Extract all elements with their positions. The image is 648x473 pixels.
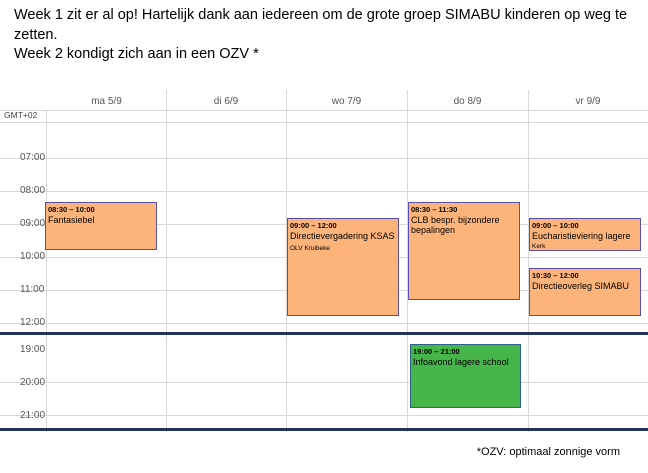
time-label: 08:00 — [20, 185, 46, 196]
header-divider — [0, 110, 648, 111]
grid-line — [0, 382, 648, 383]
time-label: 12:00 — [20, 317, 46, 328]
event-time: 08:30 – 10:00 — [48, 205, 95, 214]
week-calendar: ma 5/9 di 6/9 wo 7/9 do 8/9 vr 9/9 GMT+0… — [0, 90, 648, 432]
day-header-thu[interactable]: do 8/9 — [453, 96, 482, 107]
time-gap-separator — [0, 332, 648, 335]
event-title: Directieoverleg SIMABU — [532, 281, 630, 291]
calendar-bottom-border — [0, 428, 648, 431]
time-label: 10:00 — [20, 251, 46, 262]
allday-divider — [0, 122, 648, 123]
event-title: Infoavond lagere school — [413, 357, 509, 367]
column-divider — [286, 90, 287, 432]
column-divider — [407, 90, 408, 432]
event-time: 09:00 – 10:00 — [532, 221, 579, 230]
event-infoavond[interactable]: 19:00 – 21:00 Infoavond lagere school — [410, 344, 521, 408]
event-fantasiebel[interactable]: 08:30 – 10:00 Fantasiebel — [45, 202, 157, 250]
intro-line-1: Week 1 zit er al op! Hartelijk dank aan … — [14, 7, 628, 43]
event-location: Kerk — [532, 243, 546, 250]
event-clb-bespreking[interactable]: 08:30 – 11:30 CLB bespr. bijzondere bepa… — [408, 202, 520, 300]
grid-line — [0, 158, 648, 159]
column-divider — [528, 90, 529, 432]
time-label: 11:00 — [20, 284, 45, 295]
day-header-mon[interactable]: ma 5/9 — [91, 96, 122, 107]
event-title: Eucharistieviering lagere — [532, 231, 631, 241]
day-header-fri[interactable]: vr 9/9 — [575, 96, 601, 107]
event-title: CLB bespr. bijzondere bepalingen — [411, 215, 500, 235]
grid-line — [0, 191, 648, 192]
event-time: 08:30 – 11:30 — [411, 205, 458, 214]
intro-line-2: Week 2 kondigt zich aan in een OZV * — [14, 46, 259, 62]
event-directievergadering[interactable]: 09:00 – 12:00 Directievergadering KSAS O… — [287, 218, 399, 316]
intro-text: Week 1 zit er al op! Hartelijk dank aan … — [14, 6, 644, 65]
footnote: *OZV: optimaal zonnige vorm — [476, 446, 620, 458]
event-time: 10:30 – 12:00 — [532, 271, 579, 280]
grid-line — [0, 323, 648, 324]
column-divider — [166, 90, 167, 432]
time-label: 09:00 — [20, 218, 46, 229]
time-label: 07:00 — [20, 152, 46, 163]
timezone-label: GMT+02 — [4, 110, 38, 120]
event-eucharistieviering[interactable]: 09:00 – 10:00 Eucharistieviering lagere … — [529, 218, 641, 251]
event-title: Directievergadering KSAS — [290, 231, 395, 241]
time-label: 20:00 — [20, 377, 46, 388]
grid-line — [0, 415, 648, 416]
day-header-wed[interactable]: wo 7/9 — [331, 96, 362, 107]
column-divider — [46, 110, 47, 432]
event-time: 09:00 – 12:00 — [290, 221, 337, 230]
time-label: 21:00 — [20, 410, 46, 421]
event-directieoverleg[interactable]: 10:30 – 12:00 Directieoverleg SIMABU — [529, 268, 641, 316]
day-header-tue[interactable]: di 6/9 — [213, 96, 239, 107]
event-time: 19:00 – 21:00 — [413, 347, 460, 356]
time-label: 19:00 — [20, 344, 46, 355]
event-location: OLV Kruibeke — [290, 245, 330, 252]
event-title: Fantasiebel — [48, 215, 95, 225]
